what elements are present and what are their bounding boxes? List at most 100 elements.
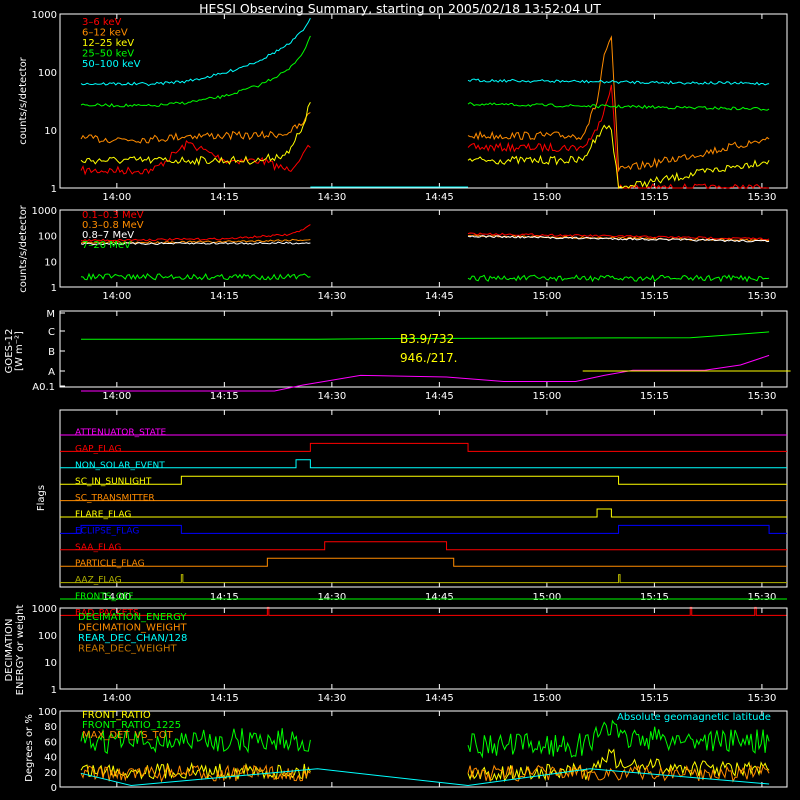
goes-ytick-label: A0.1 [32, 382, 55, 393]
counts-low-xtick-label: 14:45 [425, 192, 454, 203]
counts-low-xtick-label: 14:15 [210, 192, 239, 203]
ratios-series-line [80, 768, 770, 787]
flag-label: ATTENUATOR_STATE [75, 428, 167, 438]
flag-label: AAZ_FLAG [75, 576, 122, 586]
flag-label: GAP_FLAG [75, 444, 121, 454]
ratios-annotation: Absolute geomagnetic latitude [617, 712, 771, 723]
flag-trace [60, 459, 787, 469]
flags-xtick-label: 14:45 [425, 592, 454, 603]
flag-label: SC_TRANSMITTER [75, 494, 155, 504]
flags-xtick-label: 15:15 [640, 592, 669, 603]
flag-trace [60, 442, 787, 452]
counts-low-xtick-label: 14:00 [102, 192, 131, 203]
counts-high-legend-entry: 0.3–0.8 MeV [82, 220, 144, 231]
counts-high-ytick-label: 10 [44, 257, 57, 268]
plot-title: HESSI Observing Summary, starting on 200… [199, 1, 601, 16]
ratios-ytick-label: 40 [44, 753, 57, 764]
flag-trace [60, 508, 787, 518]
flag-label: SAA_FLAG [75, 543, 121, 553]
decimation-ylabel: DECIMATION [4, 618, 15, 681]
counts-high-ylabel: counts/s/detector [18, 204, 29, 292]
counts-low-series-line [80, 17, 770, 87]
goes-frame [59, 310, 788, 388]
decimation-legend-entry: REAR_DEC_WEIGHT [78, 644, 177, 655]
decimation-ytick-label: 1 [51, 685, 57, 696]
flag-label: FRONTS_OFF [75, 592, 133, 602]
ratios-ytick-label: 80 [44, 722, 57, 733]
counts-low-xtick-label: 15:00 [532, 192, 561, 203]
counts-high-ytick-label: 1 [51, 283, 57, 294]
counts-low-legend-entry: 6–12 keV [82, 28, 128, 39]
goes-xtick-label: 15:00 [532, 391, 561, 402]
counts-high-legend-entry: 7–20 MeV [82, 240, 131, 251]
counts-high-frame [59, 209, 788, 288]
ratios-legend-entry: MAX_DET_VS_TOT [82, 730, 174, 741]
flag-label: SC_IN_SUNLIGHT [75, 477, 152, 487]
flag-label: FLARE_FLAG [75, 510, 131, 520]
goes-xtick-label: 14:45 [425, 391, 454, 402]
ratios-ytick-label: 20 [44, 768, 57, 779]
flags-xtick-label: 15:00 [532, 592, 561, 603]
counts-high-xtick-label: 15:00 [532, 291, 561, 302]
flag-trace [60, 524, 787, 534]
ratios-ytick-label: 0 [51, 783, 57, 794]
decimation-ytick-label: 1000 [32, 604, 57, 615]
counts-high-xtick-label: 14:15 [210, 291, 239, 302]
counts-high-ytick-label: 100 [38, 232, 57, 243]
goes-series-line [81, 331, 770, 340]
decimation-legend-entry: DECIMATION_ENERGY [78, 612, 187, 623]
goes-ytick-label: M [46, 309, 55, 320]
flag-trace [60, 606, 787, 616]
flag-label: BAD_PACKETS [75, 608, 139, 618]
flag-trace [60, 557, 787, 567]
counts-high-series-line [80, 235, 770, 246]
decimation-legend-entry: REAR_DEC_CHAN/128 [78, 633, 187, 644]
counts-low-xtick-label: 15:15 [640, 192, 669, 203]
counts-high-series-line [80, 224, 770, 242]
counts-low-frame [59, 13, 788, 189]
goes-annotation: 946./217. [400, 351, 457, 365]
counts-low-ytick-label: 1 [51, 184, 57, 195]
counts-low-ytick-label: 100 [38, 68, 57, 79]
goes-series-line [81, 354, 770, 392]
flags-xtick-label: 14:00 [102, 592, 131, 603]
counts-high-xtick-label: 14:00 [102, 291, 131, 302]
counts-high-xtick-label: 15:30 [747, 291, 776, 302]
counts-high-legend-entry: 0.8–7 MeV [82, 230, 134, 241]
ratios-series-line [80, 719, 770, 759]
counts-high-xtick-label: 15:15 [640, 291, 669, 302]
counts-low-xtick-label: 15:30 [747, 192, 776, 203]
decimation-xtick-label: 15:30 [747, 693, 776, 704]
goes-xtick-label: 14:00 [102, 391, 131, 402]
counts-low-xtick-label: 14:30 [317, 192, 346, 203]
decimation-frame [59, 607, 788, 690]
ratios-frame [59, 710, 788, 788]
counts-low-legend-entry: 50–100 keV [82, 59, 141, 70]
goes-ytick-label: B [48, 347, 55, 358]
counts-low-series-line [80, 35, 770, 173]
flags-xtick-label: 15:30 [747, 592, 776, 603]
ratios-ytick-label: 60 [44, 737, 57, 748]
counts-low-legend-entry: 25–50 keV [82, 49, 134, 60]
counts-high-xtick-label: 14:45 [425, 291, 454, 302]
goes-xtick-label: 14:15 [210, 391, 239, 402]
ratios-legend-entry: FRONT_RATIO [82, 710, 151, 721]
decimation-legend-entry: DECIMATION_WEIGHT [78, 623, 187, 634]
flag-trace [60, 574, 787, 584]
flags-xtick-label: 14:30 [317, 592, 346, 603]
decimation-xtick-label: 14:30 [317, 693, 346, 704]
ratios-ylabel: Degrees or % [24, 714, 35, 782]
flags-ylabel: Flags [36, 485, 47, 511]
decimation-xtick-label: 14:15 [210, 693, 239, 704]
counts-low-ytick-label: 1000 [32, 10, 57, 21]
flag-label: PARTICLE_FLAG [75, 559, 145, 569]
flags-xtick-label: 14:15 [210, 592, 239, 603]
decimation-ytick-label: 100 [38, 631, 57, 642]
decimation-xtick-label: 14:45 [425, 693, 454, 704]
counts-high-series-line [80, 272, 770, 283]
decimation-xtick-label: 15:15 [640, 693, 669, 704]
goes-ylabel-unit: [W m⁻²] [14, 331, 25, 371]
goes-annotation: B3.9/732 [400, 332, 454, 346]
counts-low-ylabel: counts/s/detector [18, 56, 29, 144]
